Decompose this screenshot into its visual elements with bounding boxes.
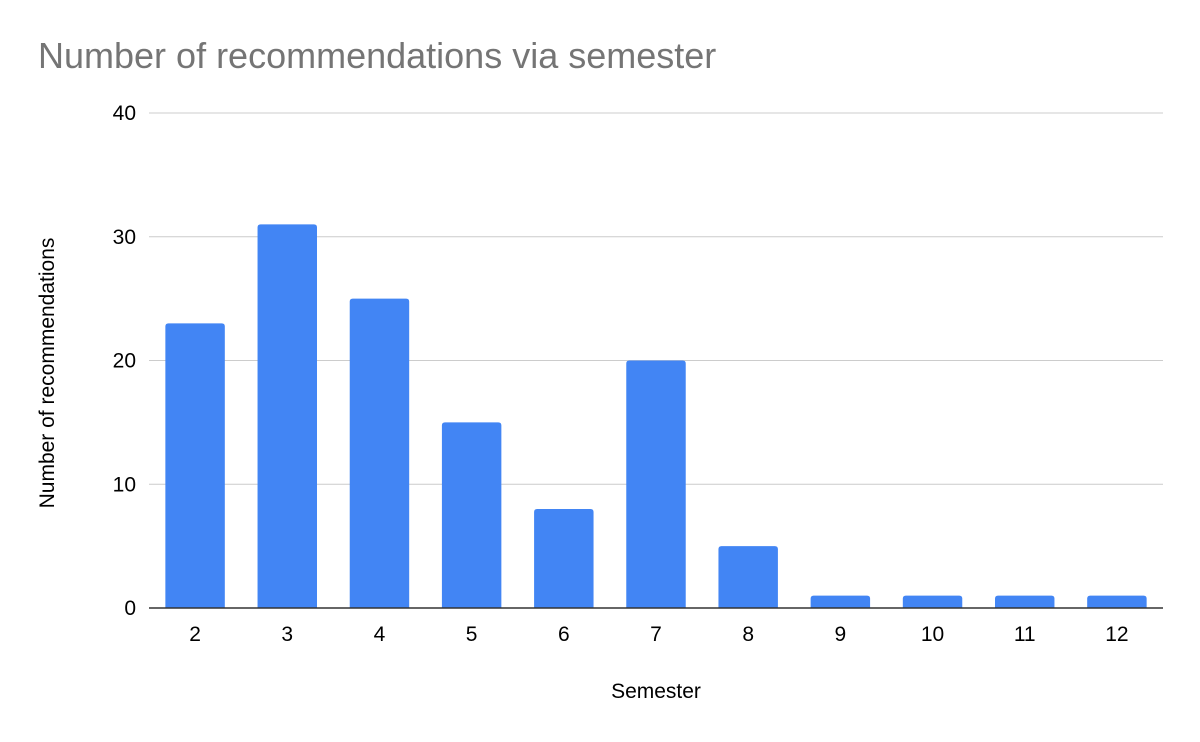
y-axis-tick-labels: 0 10 20 30 40	[113, 102, 136, 620]
x-tick-label: 2	[189, 623, 201, 646]
x-axis-tick-labels: 2 3 4 5 6 7 8 9 10 11 12	[189, 623, 1128, 646]
bar-semester-9	[810, 595, 871, 608]
bar-semester-10	[902, 595, 963, 608]
bar-semester-2	[165, 323, 225, 608]
bars	[165, 224, 1147, 608]
chart-title: Number of recommendations via semester	[38, 35, 716, 76]
x-tick-label: 11	[1014, 623, 1036, 646]
x-tick-label: 10	[921, 623, 944, 646]
bar-semester-3	[257, 224, 318, 608]
bar-semester-5	[441, 422, 502, 608]
y-tick-label: 20	[113, 350, 136, 373]
x-tick-label: 6	[558, 623, 570, 646]
bar-semester-11	[994, 595, 1055, 608]
x-tick-label: 12	[1105, 623, 1128, 646]
x-tick-label: 5	[466, 623, 478, 646]
y-tick-label: 30	[113, 226, 136, 249]
y-tick-label: 10	[113, 473, 136, 496]
bar-semester-6	[534, 509, 594, 608]
x-tick-label: 3	[281, 623, 293, 646]
bar-semester-8	[718, 546, 778, 608]
y-axis-title: Number of recommendations	[36, 238, 59, 509]
x-tick-label: 8	[742, 623, 754, 646]
x-axis-title: Semester	[611, 680, 701, 703]
bar-semester-4	[349, 298, 410, 608]
x-tick-label: 7	[650, 623, 662, 646]
y-tick-label: 40	[113, 102, 136, 125]
x-tick-label: 9	[835, 623, 847, 646]
x-tick-label: 4	[374, 623, 386, 646]
bar-semester-7	[626, 360, 686, 608]
y-tick-label: 0	[124, 597, 136, 620]
bar-semester-12	[1087, 595, 1147, 608]
